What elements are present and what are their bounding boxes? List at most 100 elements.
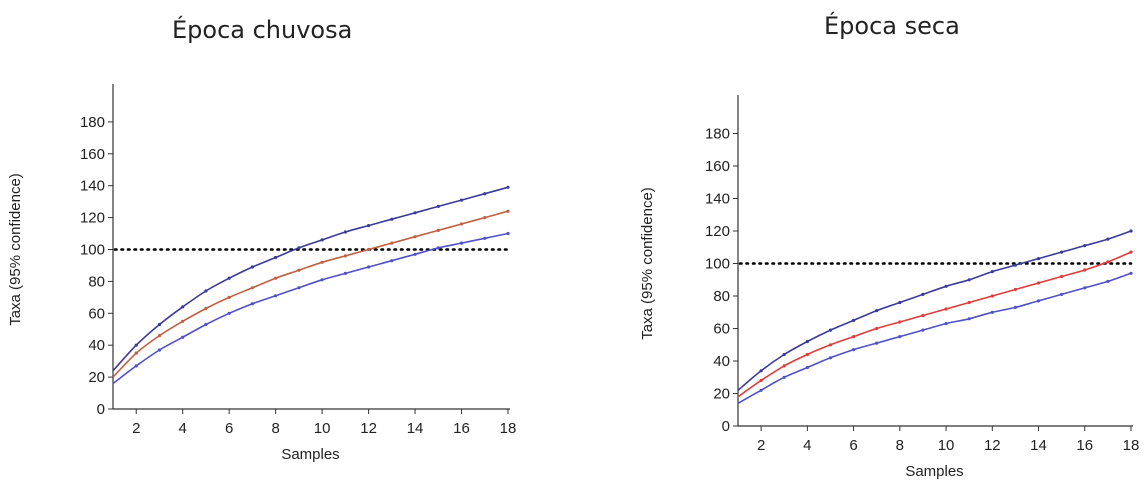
right-lower-point	[1060, 292, 1064, 296]
right-upper-point	[759, 369, 763, 373]
left-mean-point	[134, 351, 138, 355]
left-upper-point	[134, 343, 138, 347]
left-upper-point	[181, 305, 185, 309]
right-upper-point	[990, 270, 994, 274]
left-lower-point	[413, 252, 417, 256]
right-upper-point	[828, 328, 833, 332]
left-lower-point	[320, 278, 324, 282]
right-mean-point	[782, 364, 786, 368]
left-lower-point	[250, 302, 254, 306]
right-y-tick-label: 100	[705, 256, 730, 273]
right-x-tick-label: 8	[896, 437, 904, 454]
right-x-axis-title: Samples	[905, 463, 963, 480]
left-upper-point	[436, 204, 440, 208]
left-mean-point	[506, 209, 510, 213]
right-x-tick-label: 18	[1123, 437, 1140, 454]
right-upper-point	[921, 292, 925, 296]
right-upper-curve	[737, 230, 1132, 391]
left-mean-point	[390, 241, 394, 245]
left-upper-point	[320, 238, 324, 242]
left-mean-point	[459, 222, 464, 226]
right-upper-point	[1036, 257, 1041, 261]
left-mean-point	[204, 306, 208, 311]
left-lower-point	[297, 286, 301, 290]
left-y-tick-label: 80	[88, 273, 105, 290]
left-upper-point	[367, 224, 371, 228]
right-mean-point	[1129, 250, 1133, 254]
right-mean-point	[828, 343, 833, 347]
right-lower-point	[1036, 299, 1041, 303]
left-x-axis-title: Samples	[281, 446, 339, 463]
left-upper-point	[506, 185, 510, 189]
left-mean-point	[250, 286, 254, 290]
left-mean-point	[436, 228, 440, 232]
left-x-tick-label: 4	[179, 420, 187, 437]
right-lower-point	[1013, 305, 1018, 309]
left-upper-point	[204, 289, 208, 293]
right-upper-point	[1060, 250, 1064, 254]
right-chart-title: Época seca	[824, 12, 960, 40]
left-y-tick-label: 100	[80, 242, 105, 259]
right-lower-point	[828, 356, 833, 360]
right-mean-point	[1106, 260, 1110, 264]
left-mean-point	[157, 334, 162, 338]
left-x-tick-label: 8	[271, 420, 279, 437]
left-lower-point	[483, 236, 487, 240]
right-mean-point	[875, 326, 879, 331]
left-x-tick-label: 6	[225, 420, 233, 437]
right-x-tick-label: 14	[1030, 437, 1047, 454]
right-x-tick-label: 10	[938, 437, 955, 454]
left-mean-curve	[112, 210, 509, 378]
right-x-tick-label: 2	[757, 437, 765, 454]
right-upper-point	[1013, 263, 1018, 267]
left-x-tick-label: 12	[360, 420, 377, 437]
left-upper-point	[297, 246, 301, 250]
right-lower-point	[759, 388, 763, 392]
left-mean-point	[367, 247, 371, 252]
right-upper-point	[1083, 244, 1087, 248]
right-y-tick-label: 0	[722, 418, 730, 435]
right-mean-point	[805, 352, 810, 357]
left-y-tick-label: 120	[80, 210, 105, 227]
left-y-tick-label: 60	[88, 305, 105, 322]
right-upper-point	[967, 278, 971, 282]
left-mean-point	[413, 235, 417, 239]
right-y-tick-label: 140	[705, 191, 730, 208]
right-lower-point	[1106, 279, 1110, 283]
left-upper-point	[274, 255, 278, 260]
left-lower-point	[157, 348, 162, 352]
right-mean-point	[921, 313, 925, 318]
left-lower-point	[506, 231, 510, 236]
right-lower-point	[1129, 271, 1133, 275]
right-upper-point	[852, 318, 856, 322]
right-upper-point	[1129, 229, 1133, 233]
left-upper-point	[459, 198, 464, 202]
right-mean-point	[990, 294, 994, 298]
right-lower-point	[782, 375, 786, 379]
left-x-tick-label: 18	[500, 420, 517, 437]
left-mean-point	[320, 260, 324, 264]
right-upper-point	[944, 284, 948, 288]
right-lower-point	[898, 335, 902, 339]
left-x-tick-label: 2	[132, 420, 140, 437]
left-mean-point	[227, 295, 231, 299]
right-y-tick-label: 40	[713, 353, 730, 370]
left-x-tick-label: 16	[453, 420, 470, 437]
left-rarefaction-chart: 0 20 40 60 80 100 120 140 160 180 2 4 6 8 10 12 14 16 18 Sa…	[7, 84, 517, 463]
right-y-axis-title: Taxa (95% confidence)	[639, 187, 656, 340]
right-mean-point	[898, 320, 902, 324]
right-lower-point	[921, 328, 925, 332]
right-y-tick-label: 20	[713, 386, 730, 403]
left-lower-point	[390, 259, 394, 263]
left-chart-title: Época chuvosa	[172, 16, 353, 44]
right-mean-point	[967, 300, 971, 305]
left-x-tick-label: 10	[314, 420, 331, 437]
left-upper-point	[413, 211, 417, 215]
right-y-tick-label: 60	[713, 321, 730, 338]
right-x-tick-label: 12	[984, 437, 1001, 454]
left-lower-curve	[112, 232, 509, 385]
right-lower-point	[805, 365, 810, 370]
right-upper-point	[1106, 237, 1110, 241]
left-y-tick-label: 180	[80, 114, 105, 131]
